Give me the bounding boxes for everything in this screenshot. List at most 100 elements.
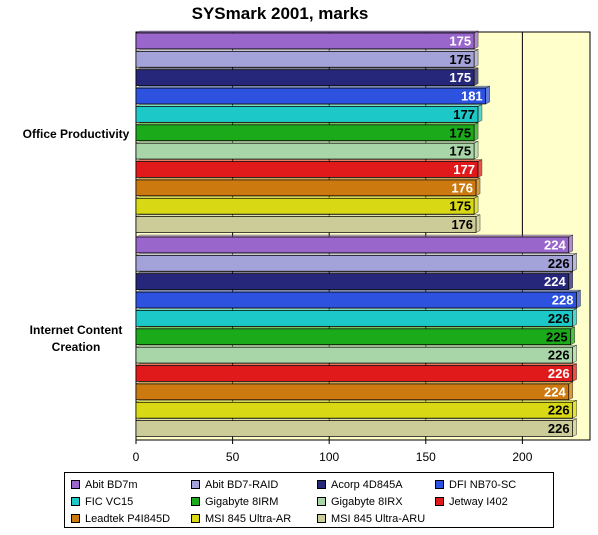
- bar-side-face: [572, 399, 577, 419]
- data-label: 224: [544, 274, 566, 289]
- legend-swatch: [191, 497, 200, 506]
- bar-side-face: [485, 85, 490, 105]
- data-label: 175: [449, 125, 471, 140]
- bar: [135, 69, 475, 86]
- legend-label: DFI NB70-SC: [449, 478, 517, 491]
- bar-side-face: [572, 363, 577, 382]
- legend-item: Gigabyte 8IRM: [191, 493, 317, 510]
- legend-label: Jetway I402: [449, 495, 508, 508]
- bar-side-face: [568, 381, 573, 401]
- data-label: 181: [461, 89, 483, 104]
- data-label: 176: [451, 180, 473, 195]
- bar-side-face: [475, 214, 481, 233]
- legend-swatch: [71, 514, 80, 523]
- bar-side-face: [572, 344, 577, 364]
- data-label: 177: [453, 107, 475, 122]
- data-label: 175: [449, 199, 471, 214]
- bar-side-face: [473, 122, 479, 142]
- bar-side-face: [572, 308, 577, 327]
- bar: [135, 383, 570, 401]
- legend-swatch: [191, 514, 200, 523]
- legend-item: Abit BD7-RAID: [191, 476, 317, 493]
- data-label: 226: [548, 256, 570, 271]
- legend-swatch: [317, 514, 326, 523]
- data-label: 226: [548, 311, 570, 326]
- bar: [135, 346, 573, 364]
- chart-title: SYSmark 2001, marks: [191, 4, 369, 23]
- legend-item: Jetway I402: [435, 493, 555, 510]
- legend-label: Gigabyte 8IRM: [205, 495, 279, 508]
- legend-item: Abit BD7m: [71, 476, 191, 493]
- data-label: 224: [544, 384, 566, 399]
- data-label: 175: [449, 52, 471, 67]
- bar-side-face: [572, 252, 577, 272]
- bar: [135, 142, 475, 160]
- legend-label: FIC VC15: [85, 495, 134, 508]
- bar: [135, 310, 573, 327]
- data-label: 175: [449, 70, 471, 85]
- legend-item: MSI 845 Ultra-ARU: [317, 510, 435, 527]
- bar-side-face: [568, 234, 573, 254]
- data-label: 226: [548, 403, 570, 418]
- bar-side-face: [473, 30, 479, 50]
- x-tick-label: 200: [512, 450, 532, 464]
- category-label: Office Productivity: [23, 127, 130, 141]
- legend-swatch: [71, 480, 80, 489]
- data-label: 224: [544, 237, 566, 252]
- bar-side-face: [477, 159, 483, 178]
- legend-item: Gigabyte 8IRX: [317, 493, 435, 510]
- bar: [135, 273, 570, 290]
- legend-label: MSI 845 Ultra-AR: [205, 512, 292, 525]
- category-label: Creation: [52, 340, 101, 354]
- legend-swatch: [191, 480, 200, 489]
- legend-label: Gigabyte 8IRX: [331, 495, 403, 508]
- data-label: 175: [449, 33, 471, 48]
- legend-swatch: [71, 497, 80, 506]
- bar-side-face: [473, 140, 479, 160]
- x-tick-label: 0: [133, 450, 140, 464]
- legend-label: Leadtek P4I845D: [85, 512, 171, 525]
- bar: [135, 216, 477, 233]
- legend-swatch: [317, 480, 326, 489]
- data-label: 226: [548, 421, 570, 436]
- bar: [135, 291, 577, 309]
- bar: [135, 32, 475, 50]
- bar-side-face: [572, 418, 577, 437]
- bar: [135, 161, 479, 178]
- legend-label: MSI 845 Ultra-ARU: [331, 512, 426, 525]
- bar: [135, 197, 475, 215]
- bar-side-face: [568, 271, 573, 290]
- bar: [135, 401, 573, 419]
- data-label: 226: [548, 366, 570, 381]
- bar: [135, 420, 573, 437]
- bar: [135, 106, 479, 123]
- legend-label: Abit BD7-RAID: [205, 478, 279, 491]
- bar: [135, 365, 573, 382]
- legend-item: DFI NB70-SC: [435, 476, 555, 493]
- legend-swatch: [435, 497, 444, 506]
- chart-legend: Abit BD7m Abit BD7-RAID Acorp 4D845A DFI NB…: [64, 472, 554, 528]
- x-tick-label: 50: [226, 450, 240, 464]
- bar: [135, 87, 487, 105]
- legend-item: FIC VC15: [71, 493, 191, 510]
- x-tick-label: 100: [319, 450, 339, 464]
- bar-side-face: [477, 104, 483, 123]
- bar-side-face: [576, 289, 581, 309]
- data-label: 176: [451, 217, 473, 232]
- data-label: 175: [449, 144, 471, 159]
- bar: [135, 179, 477, 197]
- bar-side-face: [473, 48, 479, 68]
- legend-item: Acorp 4D845A: [317, 476, 435, 493]
- bar: [135, 51, 475, 68]
- legend-item: MSI 845 Ultra-AR: [191, 510, 317, 527]
- bar: [135, 236, 570, 254]
- bar: [135, 255, 573, 272]
- data-label: 228: [552, 293, 574, 308]
- data-label: 225: [546, 329, 568, 344]
- category-label: Internet Content: [30, 323, 123, 337]
- legend-swatch: [317, 497, 326, 506]
- bar-side-face: [570, 326, 575, 346]
- bar: [135, 328, 572, 346]
- legend-label: Acorp 4D845A: [331, 478, 403, 491]
